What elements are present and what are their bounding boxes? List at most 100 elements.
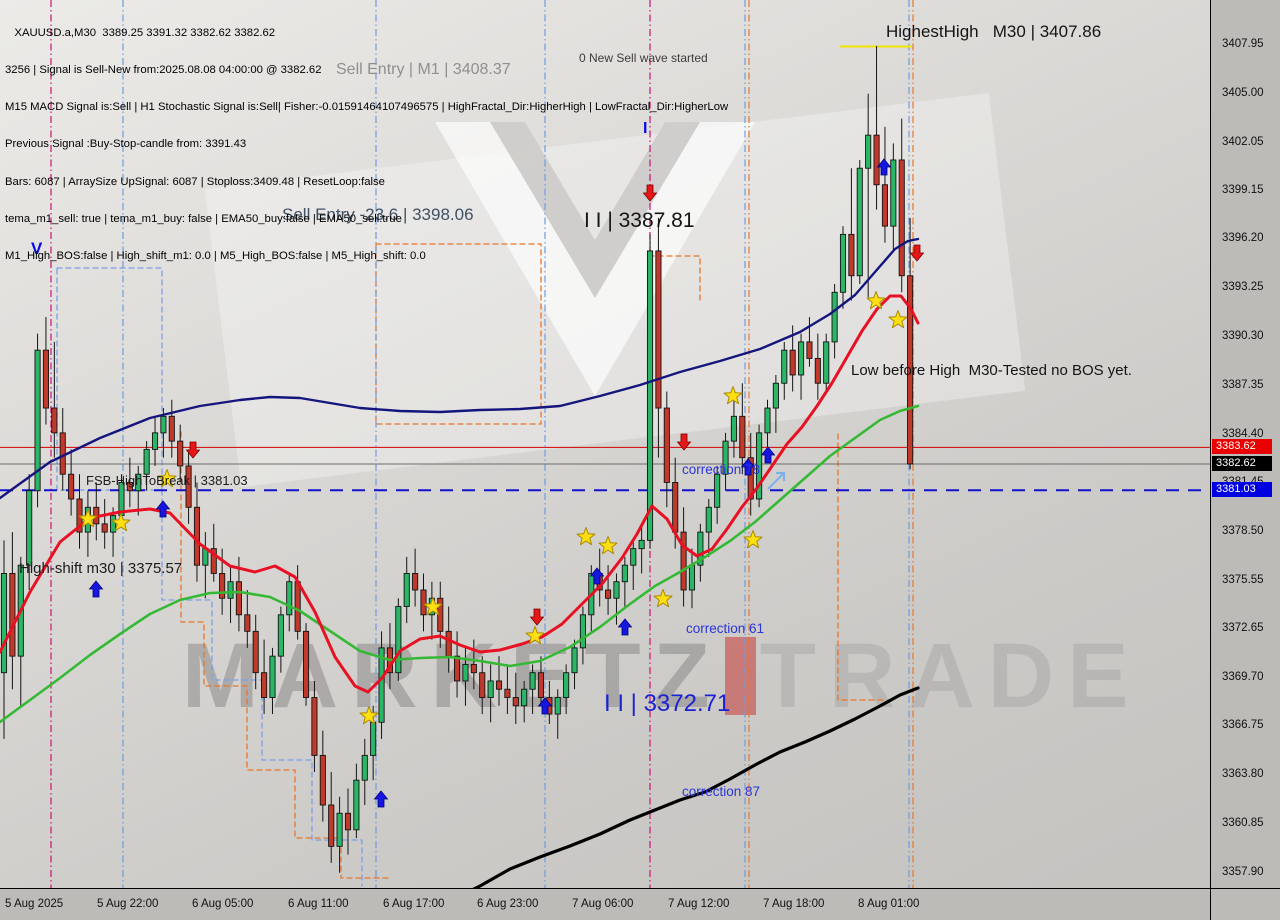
candle-body [378,647,385,723]
time-axis-label: 6 Aug 23:00 [477,898,539,910]
price-axis-label: 3405.00 [1222,86,1264,99]
price-axis-label: 3378.50 [1222,525,1264,538]
watermark-logo-m-icon [435,122,755,396]
candle-body [789,349,796,376]
price-axis-label: 3369.70 [1222,670,1264,683]
candle-body [529,672,536,690]
price-axis-label: 3387.35 [1222,378,1264,391]
info-line-tema: tema_m1_sell: true | tema_m1_buy: false … [5,212,402,225]
price-axis-label: 3390.30 [1222,329,1264,342]
candle-body [51,407,58,434]
candle-body [512,697,519,707]
buy-arrow-icon [88,580,104,598]
candle-body [655,250,662,409]
buy-arrow-icon [537,697,553,715]
candle-body [34,349,41,492]
price-tag: 3381.03 [1212,482,1272,498]
candle-body [395,606,402,674]
candle-body [151,432,159,450]
axis-separator-vertical [1210,0,1211,920]
candle-body [848,233,855,277]
price-tag: 3383.62 [1212,439,1272,455]
candle-body [319,754,326,806]
info-line-signal: 3256 | Signal is Sell-New from:2025.08.0… [5,64,322,77]
info-line-bos: M1_High_BOS:false | High_shift_m1: 0.0 |… [5,250,426,263]
candle-body [722,440,729,475]
candle-body [235,581,242,616]
candle-body [814,357,821,384]
sell-arrow-icon [185,441,201,459]
price-axis-label: 3366.75 [1222,719,1264,732]
candle-body [193,506,201,566]
candle-body [42,349,49,409]
candle-body [680,531,687,591]
candle-body [781,349,788,384]
star-marker-icon [653,589,673,608]
candle-body [445,630,452,657]
buy-arrow-icon [589,567,605,585]
candle-body [403,573,410,607]
candle-body [907,275,914,465]
star-marker-icon [359,706,379,725]
candle-body [59,432,66,475]
candle-body [420,589,427,616]
price-axis-label: 3372.65 [1222,621,1264,634]
candle-body [890,159,897,227]
candle-body [370,721,377,756]
time-axis[interactable]: 5 Aug 2025 5 Aug 22:00 6 Aug 05:00 6 Aug 11… [0,889,1210,920]
candle-body [244,614,251,632]
sell-arrow-icon [676,433,692,451]
buy-arrow-icon [617,618,633,636]
price-axis-label: 3393.25 [1222,281,1264,294]
buy-arrow-icon [876,158,892,176]
tema-green [0,404,920,724]
candle-body [881,184,888,227]
candle-body [730,415,737,442]
candle-body [219,573,226,599]
time-axis-label: 8 Aug 01:00 [858,898,920,910]
candle-body [521,688,528,707]
candle-body [672,482,679,533]
chart-info-panel: XAUUSD.a,M30 3389.25 3391.32 3382.62 338… [5,2,728,287]
drawing-arrow-icon [767,471,786,490]
candle-body [563,672,570,698]
candle-body [898,159,905,277]
info-line-previous: Previous Signal :Buy-Stop-candle from: 3… [5,138,247,151]
ma-trend-navy [0,237,920,500]
candle-body [688,564,696,591]
candle-body [630,548,637,566]
price-axis-label: 3399.15 [1222,183,1264,196]
candle-body [0,573,8,674]
candle-body [579,614,586,649]
candle-body [605,589,612,599]
candle-body [210,548,217,574]
candle-body [697,531,704,566]
candle-body [412,573,419,591]
candle-body [344,812,352,831]
time-axis-label: 6 Aug 11:00 [288,898,349,910]
candle-body [277,614,284,657]
time-axis-label: 7 Aug 18:00 [763,898,825,910]
info-line-bars: Bars: 6087 | ArraySize UpSignal: 6087 | … [5,175,385,188]
time-axis-label: 6 Aug 05:00 [192,898,254,910]
candle-body [9,573,16,657]
time-axis-label: 5 Aug 2025 [5,898,64,910]
candle-body [252,630,259,674]
candle-body [336,812,343,847]
candle-body [554,697,561,715]
candle-body [286,581,293,616]
candle-body [353,779,360,831]
price-axis-label: 3360.85 [1222,817,1264,830]
candle-body [613,581,620,599]
candle-body [160,415,167,434]
axis-separator-horizontal [0,888,1280,889]
star-marker-icon [525,626,545,645]
candle-body [185,465,192,508]
price-axis[interactable]: 3407.95 3405.00 3402.05 3399.15 3396.20 3393.… [1211,0,1280,920]
star-marker-icon [111,513,131,532]
candle-body [714,473,721,508]
candle-body [571,647,578,674]
candle-body [261,672,268,698]
